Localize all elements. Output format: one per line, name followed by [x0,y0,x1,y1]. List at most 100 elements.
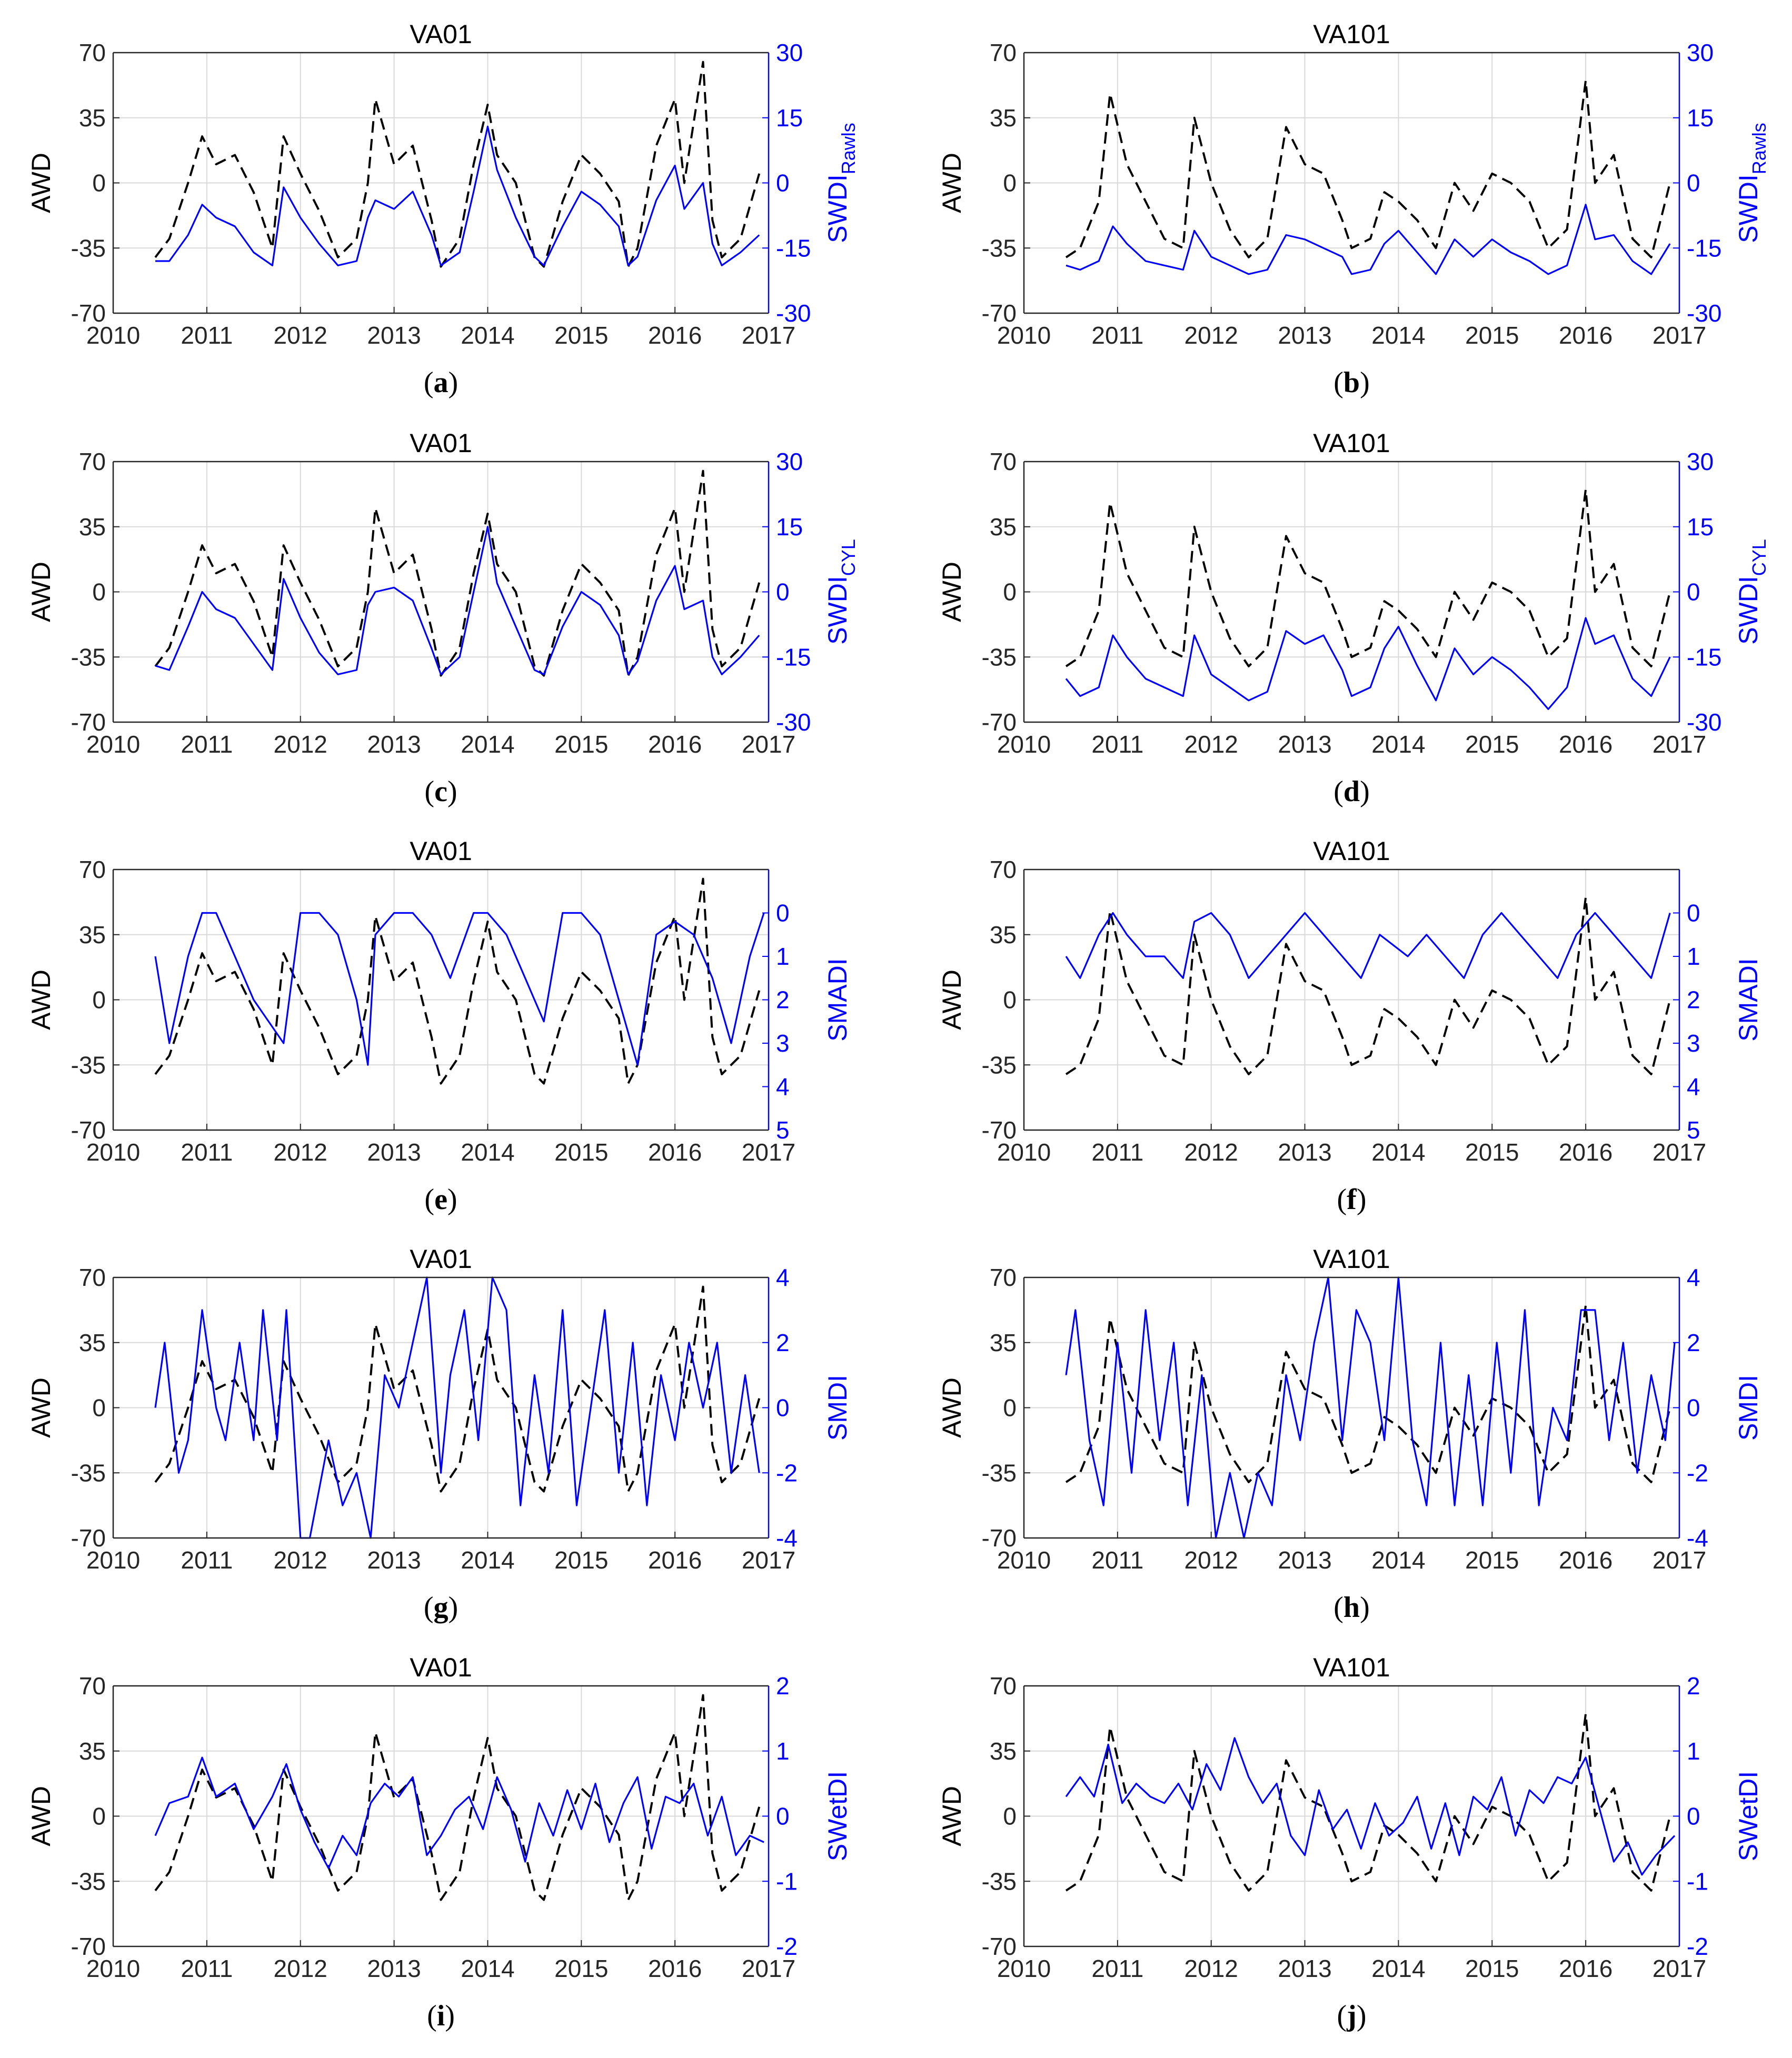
y-tick-label: 0 [92,986,106,1014]
y2-axis-label: SWDICYL [1734,539,1770,645]
panel-a: 2010 2011 2012 2013 2014 2015 2016 2017 70 35 0 -35… [26,19,859,399]
x-tick-label: 2014 [1371,1546,1425,1574]
y2-tick-label: 1 [1687,1737,1700,1765]
x-tick-label: 2013 [1278,731,1331,758]
y2-tick-label: 1 [1687,943,1700,970]
x-tick-label: 2014 [461,1138,514,1166]
x-tick-label: 2013 [367,1138,421,1166]
index-series-line [1065,617,1671,710]
awd-series-line [1065,1304,1671,1483]
x-tick-label: 2013 [367,1955,421,1982]
x-tick-label: 2011 [1091,731,1143,758]
panel-h: 2010 2011 2012 2013 2014 2015 2016 2017 70 35 0 -35… [937,1244,1763,1624]
y2-tick-label: 2 [1687,1672,1700,1700]
y2-tick-label: -30 [776,708,811,736]
x-tick-label: 2014 [1371,322,1425,349]
index-series-line [155,125,760,266]
y2-tick-label: -30 [1687,299,1721,327]
x-tick-label: 2013 [1278,1955,1331,1982]
panel-j: 2010 2011 2012 2013 2014 2015 2016 2017 70 35 0 -35… [937,1653,1763,2032]
panel-letter-text: e [434,1183,447,1216]
awd-series-line [1065,896,1671,1075]
x-tick-label: 2017 [1652,731,1706,758]
panel-title: VA01 [410,1653,472,1682]
y2-tick-label: -1 [1687,1867,1708,1895]
y-axis-label: AWD [26,970,56,1030]
x-tick-label: 2017 [1652,1138,1706,1166]
y-tick-label: 35 [990,104,1017,132]
x-tick-label: 2014 [1371,1955,1425,1982]
y2-tick-label: 4 [776,1073,790,1101]
y2-tick-label: 0 [776,1803,790,1830]
panel-letter-close: ) [445,2000,455,2032]
awd-series-line [154,1285,761,1493]
x-tick-label: 2010 [86,322,140,349]
panel-letter: (g) [424,1591,458,1624]
x-tick-label: 2013 [367,322,421,349]
panel-title: VA101 [1313,19,1390,49]
y2-axis-label-main: SWDI [823,174,852,243]
y-tick-label: -35 [71,234,106,262]
panel-letter-close: ) [447,775,457,808]
y-tick-label: 0 [1003,1803,1017,1830]
x-tick-label: 2010 [997,1955,1051,1982]
x-tick-label: 2011 [181,731,233,758]
x-tick-label: 2011 [1091,322,1143,349]
y-tick-label: 70 [79,39,106,66]
x-tick-label: 2015 [554,731,608,758]
x-tick-label: 2011 [181,1546,233,1574]
x-tick-label: 2013 [367,1546,421,1574]
y2-axis-label: SWetDI [823,1771,852,1861]
panel-letter-text: i [437,2000,445,2032]
panel-title: VA01 [410,836,472,866]
y2-tick-label: 30 [776,448,803,475]
y2-tick-label: 0 [1687,578,1700,606]
y2-tick-label: 15 [776,513,803,541]
y-tick-label: 0 [92,1803,106,1830]
y2-axis-label: SMDI [1734,1375,1763,1441]
x-tick-label: 2017 [742,1955,795,1982]
panel-letter-text: a [434,366,449,399]
y2-axis-label: SWDICYL [823,539,859,645]
y2-tick-label: 4 [1687,1073,1700,1101]
y2-tick-label: -2 [1687,1459,1708,1486]
y2-axis-label-main: SWDI [1734,576,1763,645]
panel-title: VA01 [410,428,472,458]
y2-tick-label: 0 [1687,169,1700,197]
x-tick-label: 2012 [1184,1546,1238,1574]
y2-tick-label: -1 [776,1867,798,1895]
x-tick-label: 2010 [997,1546,1051,1574]
y2-axis-label-main: SMADI [1734,958,1763,1041]
panel-title: VA101 [1313,1653,1390,1682]
x-tick-label: 2015 [1465,1138,1519,1166]
panel-letter-close: ) [1360,1591,1370,1624]
x-tick-label: 2016 [648,1955,702,1982]
x-tick-label: 2014 [461,1955,514,1982]
y-tick-label: -35 [71,1867,106,1895]
panel-letter-open: ( [1333,366,1343,399]
y-tick-label: -70 [71,1116,106,1144]
y2-tick-label: 15 [1687,104,1714,132]
y2-axis-label: SMADI [823,958,852,1041]
y2-tick-label: 0 [776,1394,790,1422]
y-tick-label: 70 [79,1672,106,1700]
x-tick-label: 2012 [274,731,327,758]
x-tick-label: 2015 [554,322,608,349]
index-series-line [1065,1737,1676,1876]
panel-title: VA01 [410,1244,472,1274]
y-axis-label: AWD [26,153,56,213]
y2-tick-label: 0 [776,900,790,927]
y-axis-label: AWD [26,1377,56,1438]
y-tick-label: 0 [1003,169,1017,197]
panel-letter-text: g [434,1591,449,1624]
x-tick-label: 2012 [274,1546,327,1574]
x-tick-label: 2016 [648,1546,702,1574]
x-tick-label: 2012 [1184,731,1238,758]
x-tick-label: 2011 [181,1955,233,1982]
x-tick-label: 2013 [367,731,421,758]
y-tick-label: 35 [990,1737,1017,1765]
y2-tick-label: 5 [1687,1116,1700,1144]
y2-tick-label: 30 [1687,39,1714,66]
y2-tick-label: 1 [776,1737,790,1765]
